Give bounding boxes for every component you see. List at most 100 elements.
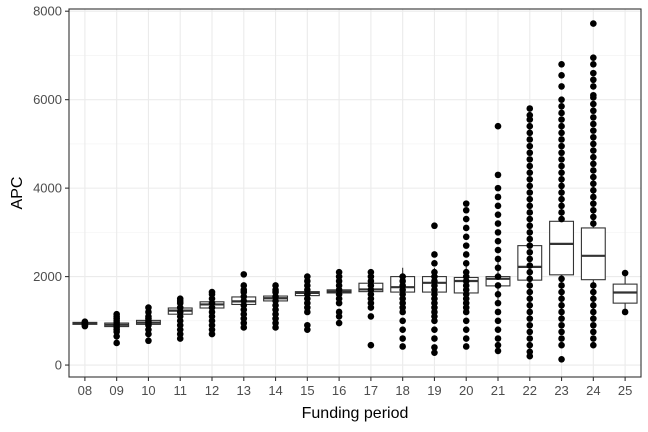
x-tick-label: 24 xyxy=(586,383,600,398)
data-point xyxy=(431,251,438,258)
data-point xyxy=(431,326,438,333)
data-point xyxy=(367,341,375,349)
data-point xyxy=(590,308,597,316)
data-point xyxy=(462,326,470,333)
data-point xyxy=(494,273,502,280)
data-point xyxy=(526,295,534,303)
data-point xyxy=(335,268,343,276)
points-25 xyxy=(621,269,629,316)
data-point xyxy=(558,149,565,157)
data-point xyxy=(558,195,565,203)
data-point xyxy=(494,326,502,333)
data-point xyxy=(526,282,534,289)
data-point xyxy=(462,233,470,241)
data-point xyxy=(462,268,470,276)
data-point xyxy=(558,335,565,342)
data-point xyxy=(526,262,534,269)
data-point xyxy=(590,193,597,201)
x-tick-label: 22 xyxy=(523,383,537,398)
data-point xyxy=(462,215,470,223)
data-point xyxy=(431,222,438,230)
data-point xyxy=(145,337,152,345)
points-19 xyxy=(431,222,438,356)
points-13 xyxy=(240,271,248,331)
data-point xyxy=(494,171,502,179)
data-point xyxy=(526,149,534,157)
data-point xyxy=(526,341,534,349)
data-point xyxy=(526,222,534,230)
data-point xyxy=(590,315,597,322)
data-point xyxy=(526,242,534,249)
data-point xyxy=(431,344,438,351)
points-22 xyxy=(526,105,534,360)
data-point xyxy=(526,268,534,276)
panel-border xyxy=(68,8,642,378)
x-tick-label: 20 xyxy=(459,383,473,398)
data-point xyxy=(558,215,565,223)
data-point xyxy=(399,317,406,325)
data-point xyxy=(590,341,597,349)
data-point xyxy=(590,213,597,221)
data-point xyxy=(145,304,152,311)
data-point xyxy=(558,295,565,303)
x-tick-label: 10 xyxy=(141,383,155,398)
data-point xyxy=(526,182,534,190)
data-point xyxy=(558,328,565,336)
data-point xyxy=(367,268,375,276)
y-tick-label: 2000 xyxy=(33,269,62,284)
data-point xyxy=(399,343,406,350)
data-point xyxy=(558,96,565,103)
data-point xyxy=(558,315,565,322)
data-point xyxy=(526,195,534,203)
y-axis: 0 2000 4000 6000 8000 xyxy=(33,4,69,373)
x-tick-label: 09 xyxy=(109,383,123,398)
points-21 xyxy=(494,122,502,355)
data-point xyxy=(526,315,534,322)
points-09 xyxy=(113,310,120,347)
iqr-box xyxy=(549,220,575,276)
data-point xyxy=(590,153,597,161)
data-point xyxy=(526,209,534,216)
data-point xyxy=(590,220,597,227)
data-point xyxy=(590,328,597,336)
data-point xyxy=(558,282,565,289)
data-point xyxy=(526,169,534,176)
data-point xyxy=(526,111,534,119)
points-11 xyxy=(176,295,184,342)
data-point xyxy=(558,356,565,363)
data-point xyxy=(494,317,502,325)
data-point xyxy=(494,347,502,355)
data-point xyxy=(494,184,502,192)
data-point xyxy=(399,335,406,342)
data-point xyxy=(526,348,534,356)
data-point xyxy=(590,91,597,99)
panel-background xyxy=(69,9,641,377)
data-point xyxy=(526,122,534,130)
points-16 xyxy=(335,268,343,327)
x-tick-label: 23 xyxy=(554,383,568,398)
data-point xyxy=(558,156,565,163)
data-point xyxy=(558,302,565,309)
data-point xyxy=(590,206,597,214)
x-tick-label: 17 xyxy=(364,383,378,398)
data-point xyxy=(494,122,502,130)
data-point xyxy=(526,321,534,329)
data-point xyxy=(590,127,597,134)
data-point xyxy=(494,290,502,298)
data-point xyxy=(526,175,534,183)
data-point xyxy=(113,310,120,318)
data-point xyxy=(590,167,597,174)
data-point xyxy=(590,160,597,168)
data-point xyxy=(621,308,629,316)
data-point xyxy=(526,302,534,309)
data-point xyxy=(494,264,502,272)
x-tick-label: 16 xyxy=(332,383,346,398)
points-15 xyxy=(304,273,311,333)
data-point xyxy=(526,275,534,283)
data-point xyxy=(526,308,534,316)
data-point xyxy=(526,156,534,163)
data-point xyxy=(431,335,438,342)
data-point xyxy=(526,136,534,143)
data-point xyxy=(590,180,597,188)
data-point xyxy=(494,246,502,254)
